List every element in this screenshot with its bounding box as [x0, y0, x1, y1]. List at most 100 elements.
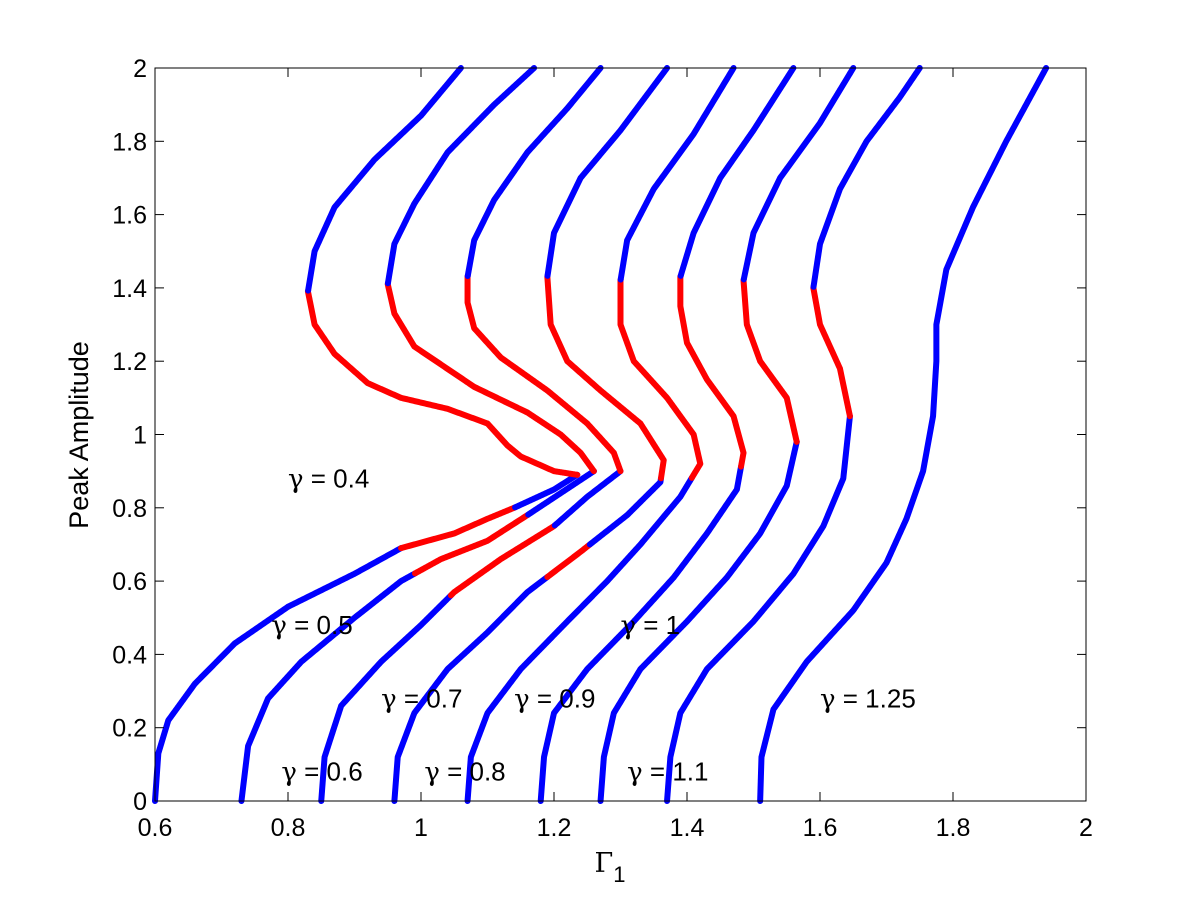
gamma-annotation: γ = 0.4: [288, 463, 369, 494]
x-tick-label: 2: [1079, 814, 1093, 842]
x-tick-label: 1: [414, 814, 428, 842]
stable-branch: [305, 65, 464, 294]
stable-branch: [677, 65, 797, 279]
curve-marker: [320, 774, 326, 780]
y-tick-label: 1: [133, 422, 147, 450]
gamma-annotation: γ = 1.25: [820, 683, 916, 714]
curve-marker: [153, 781, 159, 787]
curve-marker: [465, 790, 471, 796]
curve-marker: [665, 790, 671, 796]
curve-marker: [393, 774, 399, 780]
curve-marker: [319, 790, 325, 796]
unstable-branch: [617, 276, 704, 481]
gamma-annotation: γ = 1: [621, 610, 681, 641]
y-tick-label: 0.2: [112, 715, 147, 743]
curve-marker: [319, 782, 326, 788]
curve-marker: [758, 774, 764, 780]
x-tick-label: 1.8: [936, 814, 971, 842]
y-tick-label: 0.8: [112, 495, 147, 523]
stable-branch: [757, 65, 1050, 804]
unstable-branch: [447, 522, 558, 599]
unstable-branch: [810, 283, 853, 420]
curve-marker: [600, 758, 607, 765]
stable-branch: [597, 438, 800, 804]
curves-layer: [152, 65, 1050, 804]
curve-marker: [466, 782, 472, 788]
stable-branch: [464, 65, 604, 279]
gamma-value: = 0.4: [304, 463, 370, 493]
unstable-branch: [544, 541, 593, 580]
gamma-symbol: γ: [381, 684, 397, 714]
curve-marker: [154, 764, 160, 770]
gamma-value: = 0.7: [397, 683, 463, 713]
gamma-symbol: γ: [281, 758, 297, 788]
stable-branch: [537, 463, 745, 804]
ticks-layer: 0.6 0.8 1 1.2 1.4 1.6 1.8 2 0 0.2 0.4 0.6 0.8 1 1.2 1.4…: [112, 55, 1093, 842]
stable-branch: [544, 65, 671, 279]
gamma-value: = 1.1: [643, 757, 709, 787]
curve-marker: [758, 758, 764, 765]
unstable-branch: [544, 272, 667, 482]
stable-branch: [464, 474, 695, 804]
curve-marker: [243, 758, 249, 765]
y-tick-label: 1.4: [112, 275, 147, 303]
curve-marker: [240, 788, 246, 794]
curve-marker: [242, 768, 248, 774]
gamma-value: = 0.8: [440, 757, 506, 787]
stable-branch: [586, 475, 664, 548]
stable-branch: [664, 413, 853, 804]
curve-marker: [539, 774, 546, 780]
y-tick-label: 0.4: [112, 641, 147, 669]
gamma-annotation: γ = 0.7: [381, 683, 462, 714]
stable-branch: [525, 468, 597, 518]
curve-marker: [665, 782, 671, 788]
curve-marker: [540, 766, 546, 772]
curve-marker: [394, 758, 400, 765]
curve-marker: [541, 758, 547, 765]
unstable-branch: [464, 272, 624, 475]
x-axis-label-symbol: Γ: [595, 848, 614, 879]
curve-marker: [667, 758, 673, 765]
gamma-value: = 0.6: [297, 757, 363, 787]
curve-marker: [666, 774, 672, 780]
gamma-value: = 1.25: [836, 683, 916, 713]
plot-area: [155, 68, 1086, 801]
gamma-symbol: γ: [514, 684, 530, 714]
stable-branch: [617, 65, 737, 283]
gamma-annotation: γ = 0.6: [281, 757, 362, 788]
curve-marker: [599, 782, 605, 788]
curve-marker: [244, 748, 251, 755]
curve-marker: [467, 758, 474, 765]
gamma-annotation: γ = 1.1: [627, 757, 708, 788]
gamma-symbol: γ: [288, 464, 304, 494]
curve-marker: [152, 789, 159, 796]
gamma-symbol: γ: [627, 758, 643, 788]
gamma-symbol: γ: [271, 611, 287, 641]
curve-marker: [539, 782, 545, 788]
curve-marker: [538, 790, 544, 796]
gamma-symbol: γ: [424, 758, 440, 788]
stable-branch: [152, 545, 405, 804]
curve-marker: [599, 774, 605, 780]
stable-branch: [512, 471, 581, 511]
stable-branch: [740, 65, 857, 283]
curve-marker: [394, 766, 400, 772]
unstable-branch: [677, 272, 747, 470]
gamma-value: = 1: [636, 610, 680, 640]
curve-marker: [155, 755, 161, 761]
annotations-layer: γ = 0.4γ = 0.5γ = 0.6γ = 0.7γ = 0.8γ = 0…: [271, 463, 915, 787]
y-tick-label: 1.2: [112, 348, 147, 376]
curve-marker: [392, 782, 399, 788]
unstable-branch: [740, 276, 800, 445]
stable-branch: [810, 65, 923, 290]
y-tick-label: 0: [133, 788, 147, 816]
x-tick-label: 0.6: [138, 814, 173, 842]
stable-branch: [384, 65, 538, 287]
curve-marker: [467, 766, 473, 772]
y-tick-label: 0.6: [112, 568, 147, 596]
x-axis-label: Γ1: [595, 848, 626, 887]
y-tick-label: 2: [133, 55, 147, 83]
gamma-annotation: γ = 0.8: [424, 757, 505, 788]
curve-marker: [321, 766, 327, 772]
